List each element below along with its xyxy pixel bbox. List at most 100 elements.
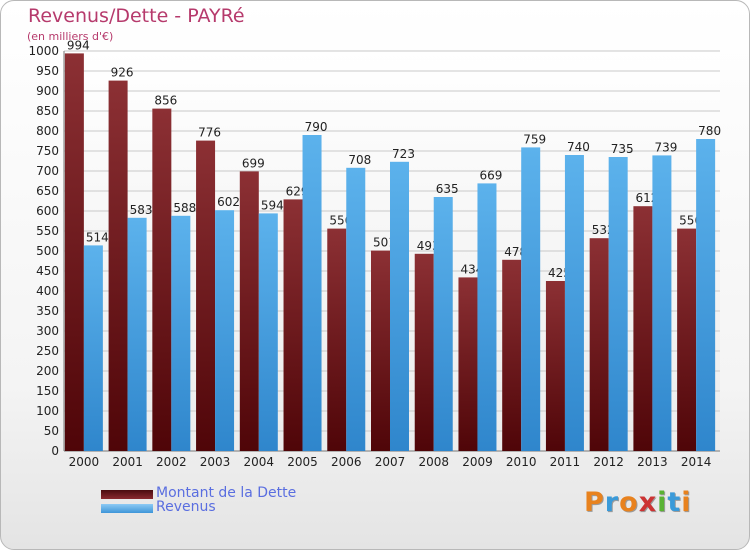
x-tick-label: 2013 (637, 455, 668, 469)
y-tick-label: 100 (36, 404, 59, 418)
y-tick-label: 400 (36, 284, 59, 298)
bar-revenus (302, 135, 322, 451)
data-label-revenus: 588 (173, 201, 196, 215)
data-label-dette: 856 (154, 94, 177, 108)
y-tick-label: 550 (36, 224, 59, 238)
data-label-revenus: 602 (217, 195, 240, 209)
legend-label-dette: Montant de la Dette (156, 485, 297, 501)
y-tick-label: 300 (36, 324, 59, 338)
logo-letter: i (657, 487, 668, 518)
data-label-revenus: 739 (654, 140, 677, 154)
x-tick-label: 2000 (69, 455, 100, 469)
bar-revenus (521, 147, 541, 451)
data-label-revenus: 740 (567, 140, 590, 154)
x-tick-label: 2004 (244, 455, 275, 469)
y-tick-label: 1000 (28, 44, 59, 58)
y-tick-label: 200 (36, 364, 59, 378)
x-tick-label: 2007 (375, 455, 406, 469)
bar-revenus (215, 210, 235, 451)
data-label-dette: 776 (198, 126, 221, 140)
data-label-revenus: 583 (130, 203, 153, 217)
x-tick-label: 2014 (681, 455, 712, 469)
y-tick-label: 650 (36, 184, 59, 198)
bar-revenus (127, 217, 147, 451)
data-label-revenus: 790 (305, 120, 328, 134)
bar-revenus (564, 155, 584, 451)
y-tick-label: 950 (36, 64, 59, 78)
bar-dette (152, 108, 172, 451)
bar-revenus (390, 161, 409, 452)
logo-letter: P (584, 487, 605, 518)
x-tick-label: 2011 (550, 455, 581, 469)
bar-dette (589, 238, 609, 451)
bar-revenus (477, 183, 497, 451)
bar-revenus (433, 197, 453, 451)
y-tick-label: 750 (36, 144, 59, 158)
x-tick-label: 2006 (331, 455, 362, 469)
data-label-revenus: 514 (86, 230, 109, 244)
proxiti-logo: Proxiti (584, 487, 692, 518)
bar-dette (545, 281, 565, 451)
bar-dette (633, 206, 653, 451)
bar-revenus (258, 213, 278, 451)
bar-revenus (83, 245, 103, 451)
x-tick-label: 2005 (287, 455, 318, 469)
x-tick-label: 2001 (112, 455, 143, 469)
bar-revenus (608, 157, 628, 451)
y-tick-label: 850 (36, 104, 59, 118)
data-label-revenus: 759 (523, 132, 546, 146)
data-label-dette: 699 (242, 156, 265, 170)
y-tick-label: 250 (36, 344, 59, 358)
data-label-revenus: 594 (261, 198, 284, 212)
bar-dette (283, 199, 303, 451)
bar-revenus (346, 167, 366, 452)
legend-label-revenus: Revenus (156, 499, 216, 515)
bar-revenus (652, 155, 672, 451)
data-label-revenus: 780 (698, 124, 721, 138)
x-tick-label: 2008 (418, 455, 449, 469)
chart-subtitle: (en milliers d'€) (27, 30, 114, 43)
data-label-revenus: 708 (348, 153, 371, 167)
data-label-revenus: 735 (611, 142, 634, 156)
x-tick-label: 2012 (593, 455, 624, 469)
bar-dette (108, 80, 128, 451)
logo-letter: x (638, 487, 658, 518)
y-tick-label: 50 (44, 424, 59, 438)
bar-dette (414, 253, 434, 451)
y-tick-label: 500 (36, 244, 59, 258)
data-label-revenus: 723 (392, 147, 415, 161)
data-label-dette: 994 (67, 38, 90, 52)
chart-title: Revenus/Dette - PAYRé (28, 5, 245, 27)
logo-letter: i (681, 487, 692, 518)
x-tick-label: 2003 (200, 455, 231, 469)
logo-letter: t (667, 487, 682, 518)
data-label-dette: 926 (111, 66, 134, 80)
bar-dette (64, 53, 84, 452)
y-tick-label: 800 (36, 124, 59, 138)
logo-letter: o (619, 487, 639, 518)
data-label-revenus: 669 (480, 168, 503, 182)
y-tick-label: 450 (36, 264, 59, 278)
bar-dette (458, 277, 478, 451)
logo-letter: r (604, 487, 620, 518)
bar-dette (677, 228, 697, 451)
y-tick-label: 600 (36, 204, 59, 218)
bar-dette (502, 259, 522, 451)
legend-swatch-revenus (101, 504, 153, 513)
x-tick-label: 2010 (506, 455, 537, 469)
legend-swatch-dette (101, 490, 153, 499)
y-tick-label: 150 (36, 384, 59, 398)
y-tick-label: 0 (51, 444, 59, 458)
bar-revenus (171, 215, 191, 451)
data-label-revenus: 635 (436, 182, 459, 196)
x-tick-label: 2009 (462, 455, 493, 469)
bar-revenus (696, 139, 716, 451)
y-tick-label: 900 (36, 84, 59, 98)
x-tick-label: 2002 (156, 455, 187, 469)
y-tick-label: 700 (36, 164, 59, 178)
bar-dette (327, 228, 347, 451)
bar-dette (196, 140, 216, 451)
y-tick-label: 350 (36, 304, 59, 318)
